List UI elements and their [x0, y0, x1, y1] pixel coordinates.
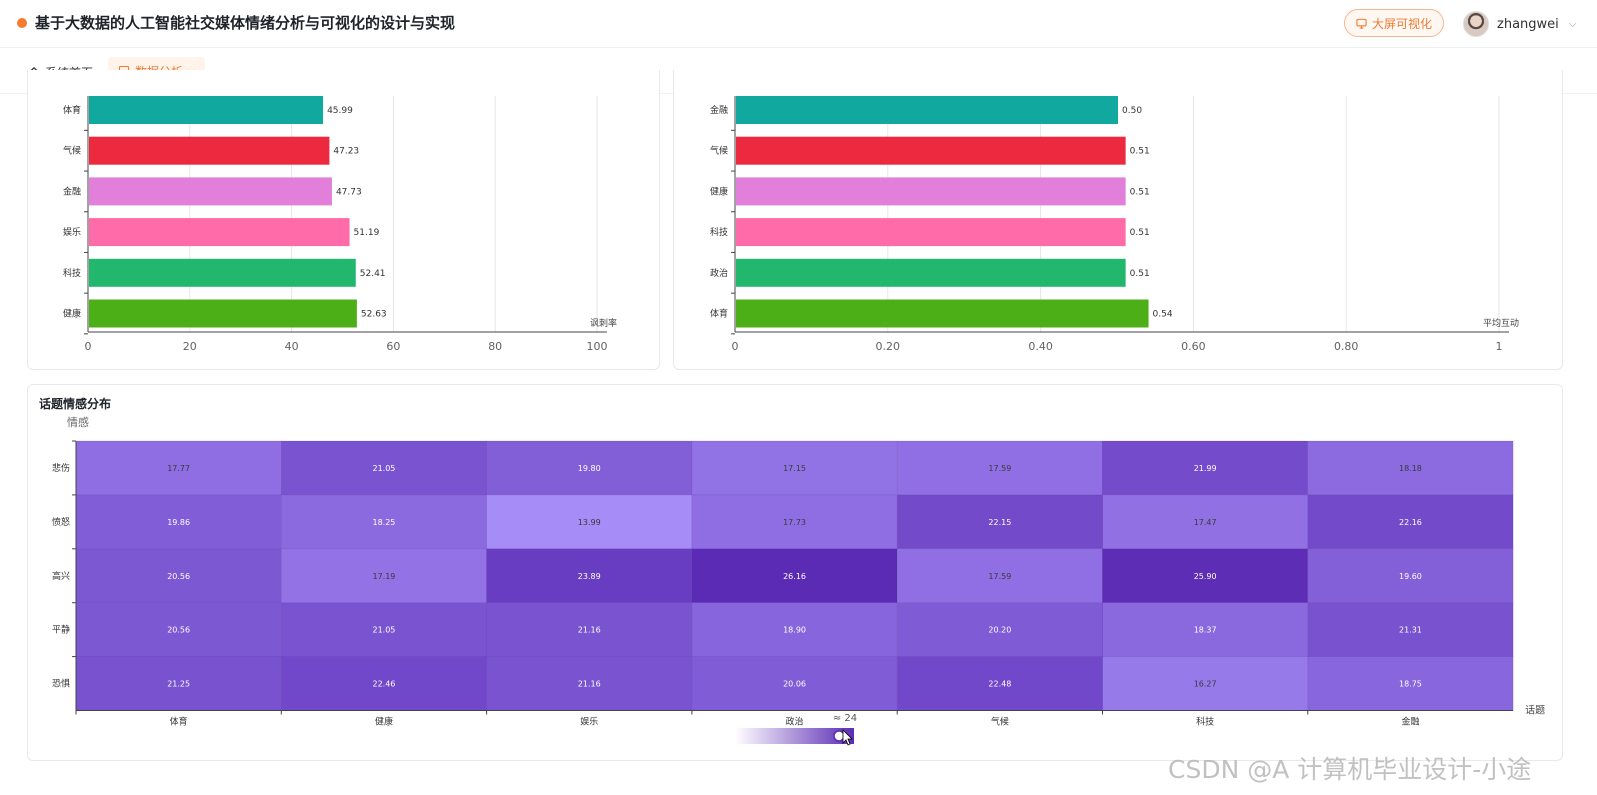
- logo-dot-icon: [17, 18, 27, 28]
- heatmap-cell[interactable]: [1307, 656, 1514, 711]
- cell-value-label: 17.47: [1194, 518, 1217, 527]
- cell-value-label: 13.99: [578, 518, 601, 527]
- cell-value-label: 21.31: [1399, 626, 1422, 635]
- cell-value-label: 18.37: [1194, 626, 1217, 635]
- cell-value-label: 20.06: [783, 680, 806, 689]
- cell-value-label: 22.15: [988, 518, 1011, 527]
- x-category-label: 健康: [375, 716, 393, 728]
- cell-value-label: 18.75: [1399, 680, 1422, 689]
- heatmap-cell[interactable]: [1307, 440, 1514, 496]
- cell-value-label: 21.25: [167, 680, 190, 689]
- user-menu[interactable]: zhangwei ⌵: [1463, 10, 1576, 38]
- heatmap-cell[interactable]: [691, 656, 898, 711]
- heatmap-cell[interactable]: [896, 602, 1103, 657]
- cell-value-label: 20.56: [167, 626, 190, 635]
- cell-value-label: 21.16: [578, 680, 601, 689]
- visual-map-value-label: ≈ 24: [833, 713, 857, 724]
- heatmap-cell[interactable]: [1102, 656, 1309, 711]
- heatmap-cell[interactable]: [281, 656, 487, 711]
- cell-value-label: 21.05: [372, 464, 395, 473]
- heatmap-cell[interactable]: [1102, 548, 1309, 603]
- cell-value-label: 22.48: [988, 680, 1011, 689]
- x-category-label: 科技: [1196, 716, 1214, 728]
- cell-value-label: 26.16: [783, 572, 806, 581]
- heatmap-cell[interactable]: [75, 548, 282, 603]
- heatmap-cell[interactable]: [1102, 440, 1309, 496]
- cell-value-label: 17.77: [167, 464, 190, 473]
- cell-value-label: 17.73: [783, 518, 806, 527]
- cell-value-label: 18.90: [783, 626, 806, 635]
- x-category-label: 娱乐: [580, 716, 598, 728]
- cell-value-label: 21.16: [578, 626, 601, 635]
- heatmap-cell[interactable]: [486, 548, 693, 603]
- heatmap-cell[interactable]: [1307, 548, 1514, 603]
- cell-value-label: 16.27: [1194, 680, 1217, 689]
- cell-value-label: 17.59: [988, 572, 1011, 581]
- heatmap-cell[interactable]: [691, 440, 898, 496]
- y-axis-label: 情感: [67, 416, 89, 429]
- y-category-label: 悲伤: [52, 462, 70, 474]
- cell-value-label: 21.05: [372, 626, 395, 635]
- heatmap-cell[interactable]: [896, 656, 1103, 711]
- x-category-label: 政治: [786, 716, 804, 728]
- cell-value-label: 18.25: [372, 518, 395, 527]
- cell-value-label: 21.99: [1194, 464, 1217, 473]
- y-category-label: 平静: [52, 624, 70, 636]
- cell-value-label: 19.60: [1399, 572, 1422, 581]
- cell-value-label: 20.56: [167, 572, 190, 581]
- heatmap-cell[interactable]: [75, 656, 282, 711]
- cell-value-label: 23.89: [578, 572, 601, 581]
- app-header: 基于大数据的人工智能社交媒体情绪分析与可视化的设计与实现 大屏可视化 zhang…: [0, 0, 1597, 48]
- heatmap-cell[interactable]: [896, 548, 1103, 603]
- heatmap-cell[interactable]: [486, 656, 693, 711]
- heatmap-cell[interactable]: [896, 494, 1103, 550]
- cell-value-label: 17.15: [783, 464, 806, 473]
- big-screen-icon: [1356, 18, 1367, 29]
- cell-value-label: 19.86: [167, 518, 190, 527]
- heatmap-cell[interactable]: [75, 494, 282, 550]
- heatmap-cell[interactable]: [1307, 602, 1514, 657]
- heatmap-cell[interactable]: [1102, 602, 1309, 657]
- big-screen-button[interactable]: 大屏可视化: [1344, 9, 1444, 37]
- heatmap-cell[interactable]: [691, 548, 898, 603]
- heatmap-cell[interactable]: [281, 602, 487, 657]
- heatmap-cell[interactable]: [486, 440, 693, 496]
- x-category-label: 气候: [991, 716, 1009, 728]
- y-category-label: 高兴: [52, 570, 70, 582]
- x-category-label: 体育: [170, 716, 188, 728]
- heatmap-cell[interactable]: [281, 440, 487, 496]
- heatmap-cell[interactable]: [691, 602, 898, 657]
- mouse-cursor-icon: [842, 729, 853, 746]
- heatmap-cell[interactable]: [1307, 494, 1514, 550]
- avatar: [1463, 11, 1489, 37]
- heatmap-cell[interactable]: [75, 440, 282, 496]
- big-screen-label: 大屏可视化: [1371, 16, 1432, 31]
- chevron-down-icon: ⌵: [1568, 18, 1577, 30]
- cell-value-label: 22.16: [1399, 518, 1422, 527]
- cell-value-label: 18.18: [1399, 464, 1422, 473]
- app-title: 基于大数据的人工智能社交媒体情绪分析与可视化的设计与实现: [35, 14, 456, 32]
- visual-map-handle[interactable]: [833, 730, 845, 742]
- visual-map-legend[interactable]: [735, 728, 854, 744]
- heatmap-title: 话题情感分布: [39, 397, 112, 411]
- username: zhangwei: [1497, 16, 1559, 32]
- cell-value-label: 19.80: [578, 464, 601, 473]
- y-category-label: 愤怒: [52, 516, 70, 528]
- cell-value-label: 20.20: [988, 626, 1011, 635]
- heatmap-cell[interactable]: [486, 494, 693, 550]
- watermark: CSDN @A 计算机毕业设计-小途: [1168, 755, 1532, 784]
- cell-value-label: 17.19: [372, 572, 395, 581]
- x-axis-label: 话题: [1525, 705, 1545, 717]
- cell-value-label: 25.90: [1194, 572, 1217, 581]
- cell-value-label: 22.46: [372, 680, 395, 689]
- y-category-label: 恐惧: [52, 678, 70, 690]
- cell-value-label: 17.59: [988, 464, 1011, 473]
- heatmap-cell[interactable]: [486, 602, 693, 657]
- x-category-label: 金融: [1401, 716, 1419, 728]
